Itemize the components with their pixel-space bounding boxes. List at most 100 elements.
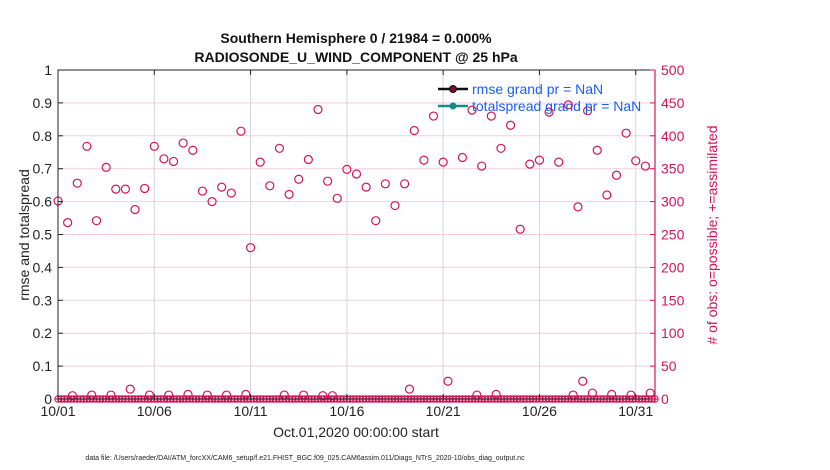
possible-point <box>120 184 131 194</box>
y-tick-label-left: 0.5 <box>33 227 53 243</box>
y-tick-label-left: 0.2 <box>33 325 53 341</box>
possible-point <box>342 164 352 174</box>
possible-point <box>318 391 328 401</box>
possible-point <box>472 390 482 400</box>
possible-point <box>164 390 174 400</box>
possible-point <box>351 169 362 179</box>
chart-title: Southern Hemisphere 0 / 21984 = 0.000% <box>220 30 492 46</box>
possible-point <box>578 376 588 386</box>
legend-rmse-marker <box>449 85 457 93</box>
possible-point <box>428 111 439 121</box>
y-tick-label-right: 350 <box>661 161 685 177</box>
grid <box>58 70 655 399</box>
possible-point <box>327 391 338 401</box>
possible-point <box>106 390 116 400</box>
y-tick-label-right: 300 <box>661 194 685 210</box>
x-tick-label: 10/31 <box>618 403 653 419</box>
y-tick-label-right: 100 <box>661 325 685 341</box>
possible-point <box>207 197 217 207</box>
legend: rmse grand pr = NaN totalspread grand pr… <box>438 81 641 114</box>
right-axis-label: # of obs: o=possible; +=assimilated <box>704 125 720 344</box>
possible-point <box>371 216 381 226</box>
possible-point <box>443 376 453 386</box>
possible-point <box>491 389 501 399</box>
possible-point <box>457 152 468 163</box>
possible-point <box>111 184 121 194</box>
possible-point <box>284 189 294 199</box>
possible-point <box>486 111 496 121</box>
x-tick-label: 10/16 <box>329 403 364 419</box>
possible-point <box>241 389 251 399</box>
possible-point <box>419 155 429 165</box>
possible-point <box>631 156 641 166</box>
possible-point <box>101 162 111 172</box>
possible-point <box>404 384 415 394</box>
y-tick-label-right: 50 <box>661 358 677 374</box>
data-marks <box>53 100 659 403</box>
y-tick-label-right: 450 <box>661 95 685 111</box>
legend-rmse-label: rmse grand pr = NaN <box>472 81 603 97</box>
possible-point <box>626 390 636 400</box>
possible-point <box>130 204 140 215</box>
possible-point <box>82 141 92 151</box>
possible-point <box>534 155 545 165</box>
chart-subtitle: RADIOSONDE_U_WIND_COMPONENT @ 25 hPa <box>194 49 517 65</box>
possible-point <box>323 176 333 186</box>
possible-point <box>554 157 564 167</box>
possible-point <box>294 174 304 184</box>
possible-point <box>592 145 602 155</box>
possible-point <box>159 154 169 164</box>
x-axis-label: Oct.01,2020 00:00:00 start <box>273 424 439 440</box>
possible-point <box>544 107 554 117</box>
legend-totalspread-marker <box>449 102 457 110</box>
y-tick-label-right: 150 <box>661 292 685 308</box>
possible-point <box>226 188 236 198</box>
possible-point <box>380 179 390 189</box>
y-tick-label-left: 0.8 <box>33 128 53 144</box>
y-tick-label-left: 0.9 <box>33 95 53 111</box>
possible-point <box>197 186 208 196</box>
possible-point <box>607 389 617 399</box>
possible-point <box>640 161 650 171</box>
x-tick-label: 10/06 <box>137 403 172 419</box>
possible-point <box>72 178 82 188</box>
possible-point <box>438 157 448 167</box>
y-tick-label-left: 1 <box>44 62 52 78</box>
possible-point <box>582 106 593 116</box>
x-tick-label: 10/01 <box>40 403 75 419</box>
possible-point <box>621 128 631 138</box>
possible-point <box>149 141 159 151</box>
footer-data-file: data file: /Users/raeder/DAI/ATM_forcXX/… <box>85 455 525 462</box>
possible-point <box>611 170 622 180</box>
y-tick-label-right: 200 <box>661 259 685 275</box>
possible-point <box>274 143 285 153</box>
y-tick-label-right: 500 <box>661 62 685 78</box>
legend-totalspread-label: totalspread grand pr = NaN <box>472 98 641 114</box>
y-tick-label-left: 0.1 <box>33 358 53 374</box>
y-tick-label-left: 0.6 <box>33 194 53 210</box>
possible-point <box>298 390 309 400</box>
possible-point <box>409 125 419 136</box>
possible-point <box>467 105 477 115</box>
possible-point <box>178 138 188 148</box>
possible-point <box>361 182 371 192</box>
possible-point <box>265 181 275 191</box>
axis-ticks: 0 0 0.1 50 0.2 100 0.3 150 0.4 200 0.5 250 0.6 300 0.7… <box>33 62 685 419</box>
possible-point <box>563 100 573 110</box>
possible-point <box>587 388 598 398</box>
possible-point <box>303 154 313 165</box>
possible-point <box>144 390 155 400</box>
possible-point <box>255 157 265 167</box>
possible-point <box>140 183 150 194</box>
possible-point <box>63 218 73 228</box>
x-tick-label: 10/26 <box>522 403 557 419</box>
possible-point <box>602 190 612 200</box>
possible-point <box>67 391 78 401</box>
possible-point <box>125 384 135 394</box>
possible-point <box>202 390 212 400</box>
x-tick-label: 10/11 <box>234 403 268 419</box>
possible-point <box>236 126 246 136</box>
possible-point <box>168 156 179 167</box>
possible-point <box>279 390 289 400</box>
